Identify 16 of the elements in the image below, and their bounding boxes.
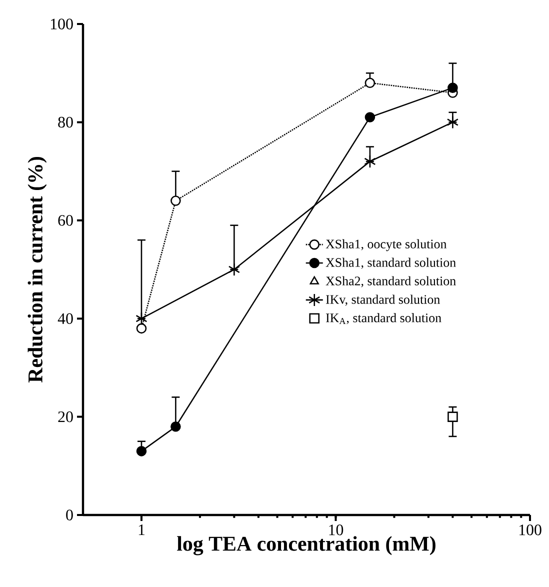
legend-label: IKv, standard solution: [326, 294, 440, 306]
y-tick-label: 60: [58, 215, 73, 226]
legend-label: IK$_{A}$, standard solution: [326, 313, 442, 324]
y-axis-title: Reduction in current (%): [28, 157, 47, 383]
y-tick-label: 0: [66, 510, 73, 520]
x-tick-label: 10: [329, 524, 344, 536]
legend-label: XSha2, standard solution: [326, 276, 456, 288]
y-tick-label: 80: [58, 116, 73, 128]
y-tick-label: 20: [58, 411, 73, 422]
x-tick-label: 1: [138, 524, 145, 536]
x-tick-label: 100: [519, 524, 542, 536]
y-tick-label: 40: [58, 313, 73, 324]
x-axis-title: log TEA concentration (mM): [177, 536, 436, 556]
legend-label: XSha1, oocyte solution: [326, 239, 447, 252]
y-tick-label: 100: [50, 18, 73, 30]
legend-label: XSha1, standard solution: [326, 258, 456, 269]
